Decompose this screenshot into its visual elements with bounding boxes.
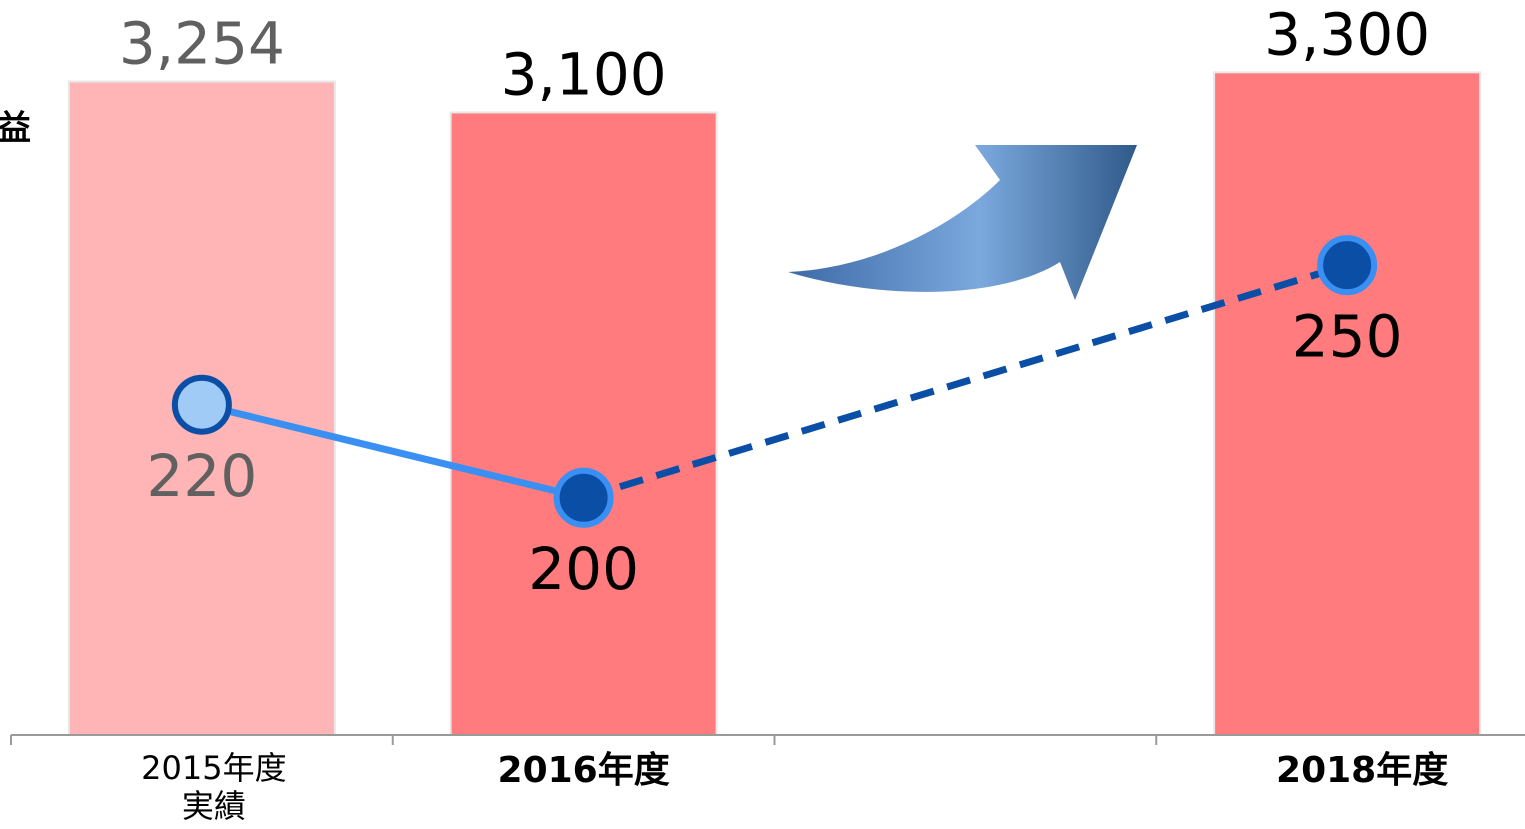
- line-point: [1320, 238, 1374, 292]
- line-point: [175, 378, 229, 432]
- trend-arrow: [788, 145, 1137, 300]
- x-tick-label: 実績: [182, 787, 246, 825]
- bar: [451, 112, 717, 735]
- chart: 益 3,254 3,100 3,300 2015年度実績 2016年度 2018年度 220…: [0, 0, 1525, 829]
- y-axis-label: 益: [0, 109, 31, 149]
- bar-value-label: 3,100: [501, 41, 667, 109]
- x-tick-label: 2015年度: [141, 749, 286, 787]
- x-tick-label: 2016年度: [498, 750, 670, 791]
- bar: [1214, 72, 1480, 735]
- x-tick-label: 2018年度: [1276, 750, 1448, 791]
- point-value-label: 220: [147, 442, 258, 510]
- line-point: [557, 471, 611, 525]
- bar-value-label: 3,300: [1264, 0, 1430, 68]
- point-value-label: 200: [528, 535, 639, 603]
- point-value-label: 250: [1292, 302, 1403, 370]
- bar-value-label: 3,254: [119, 10, 285, 78]
